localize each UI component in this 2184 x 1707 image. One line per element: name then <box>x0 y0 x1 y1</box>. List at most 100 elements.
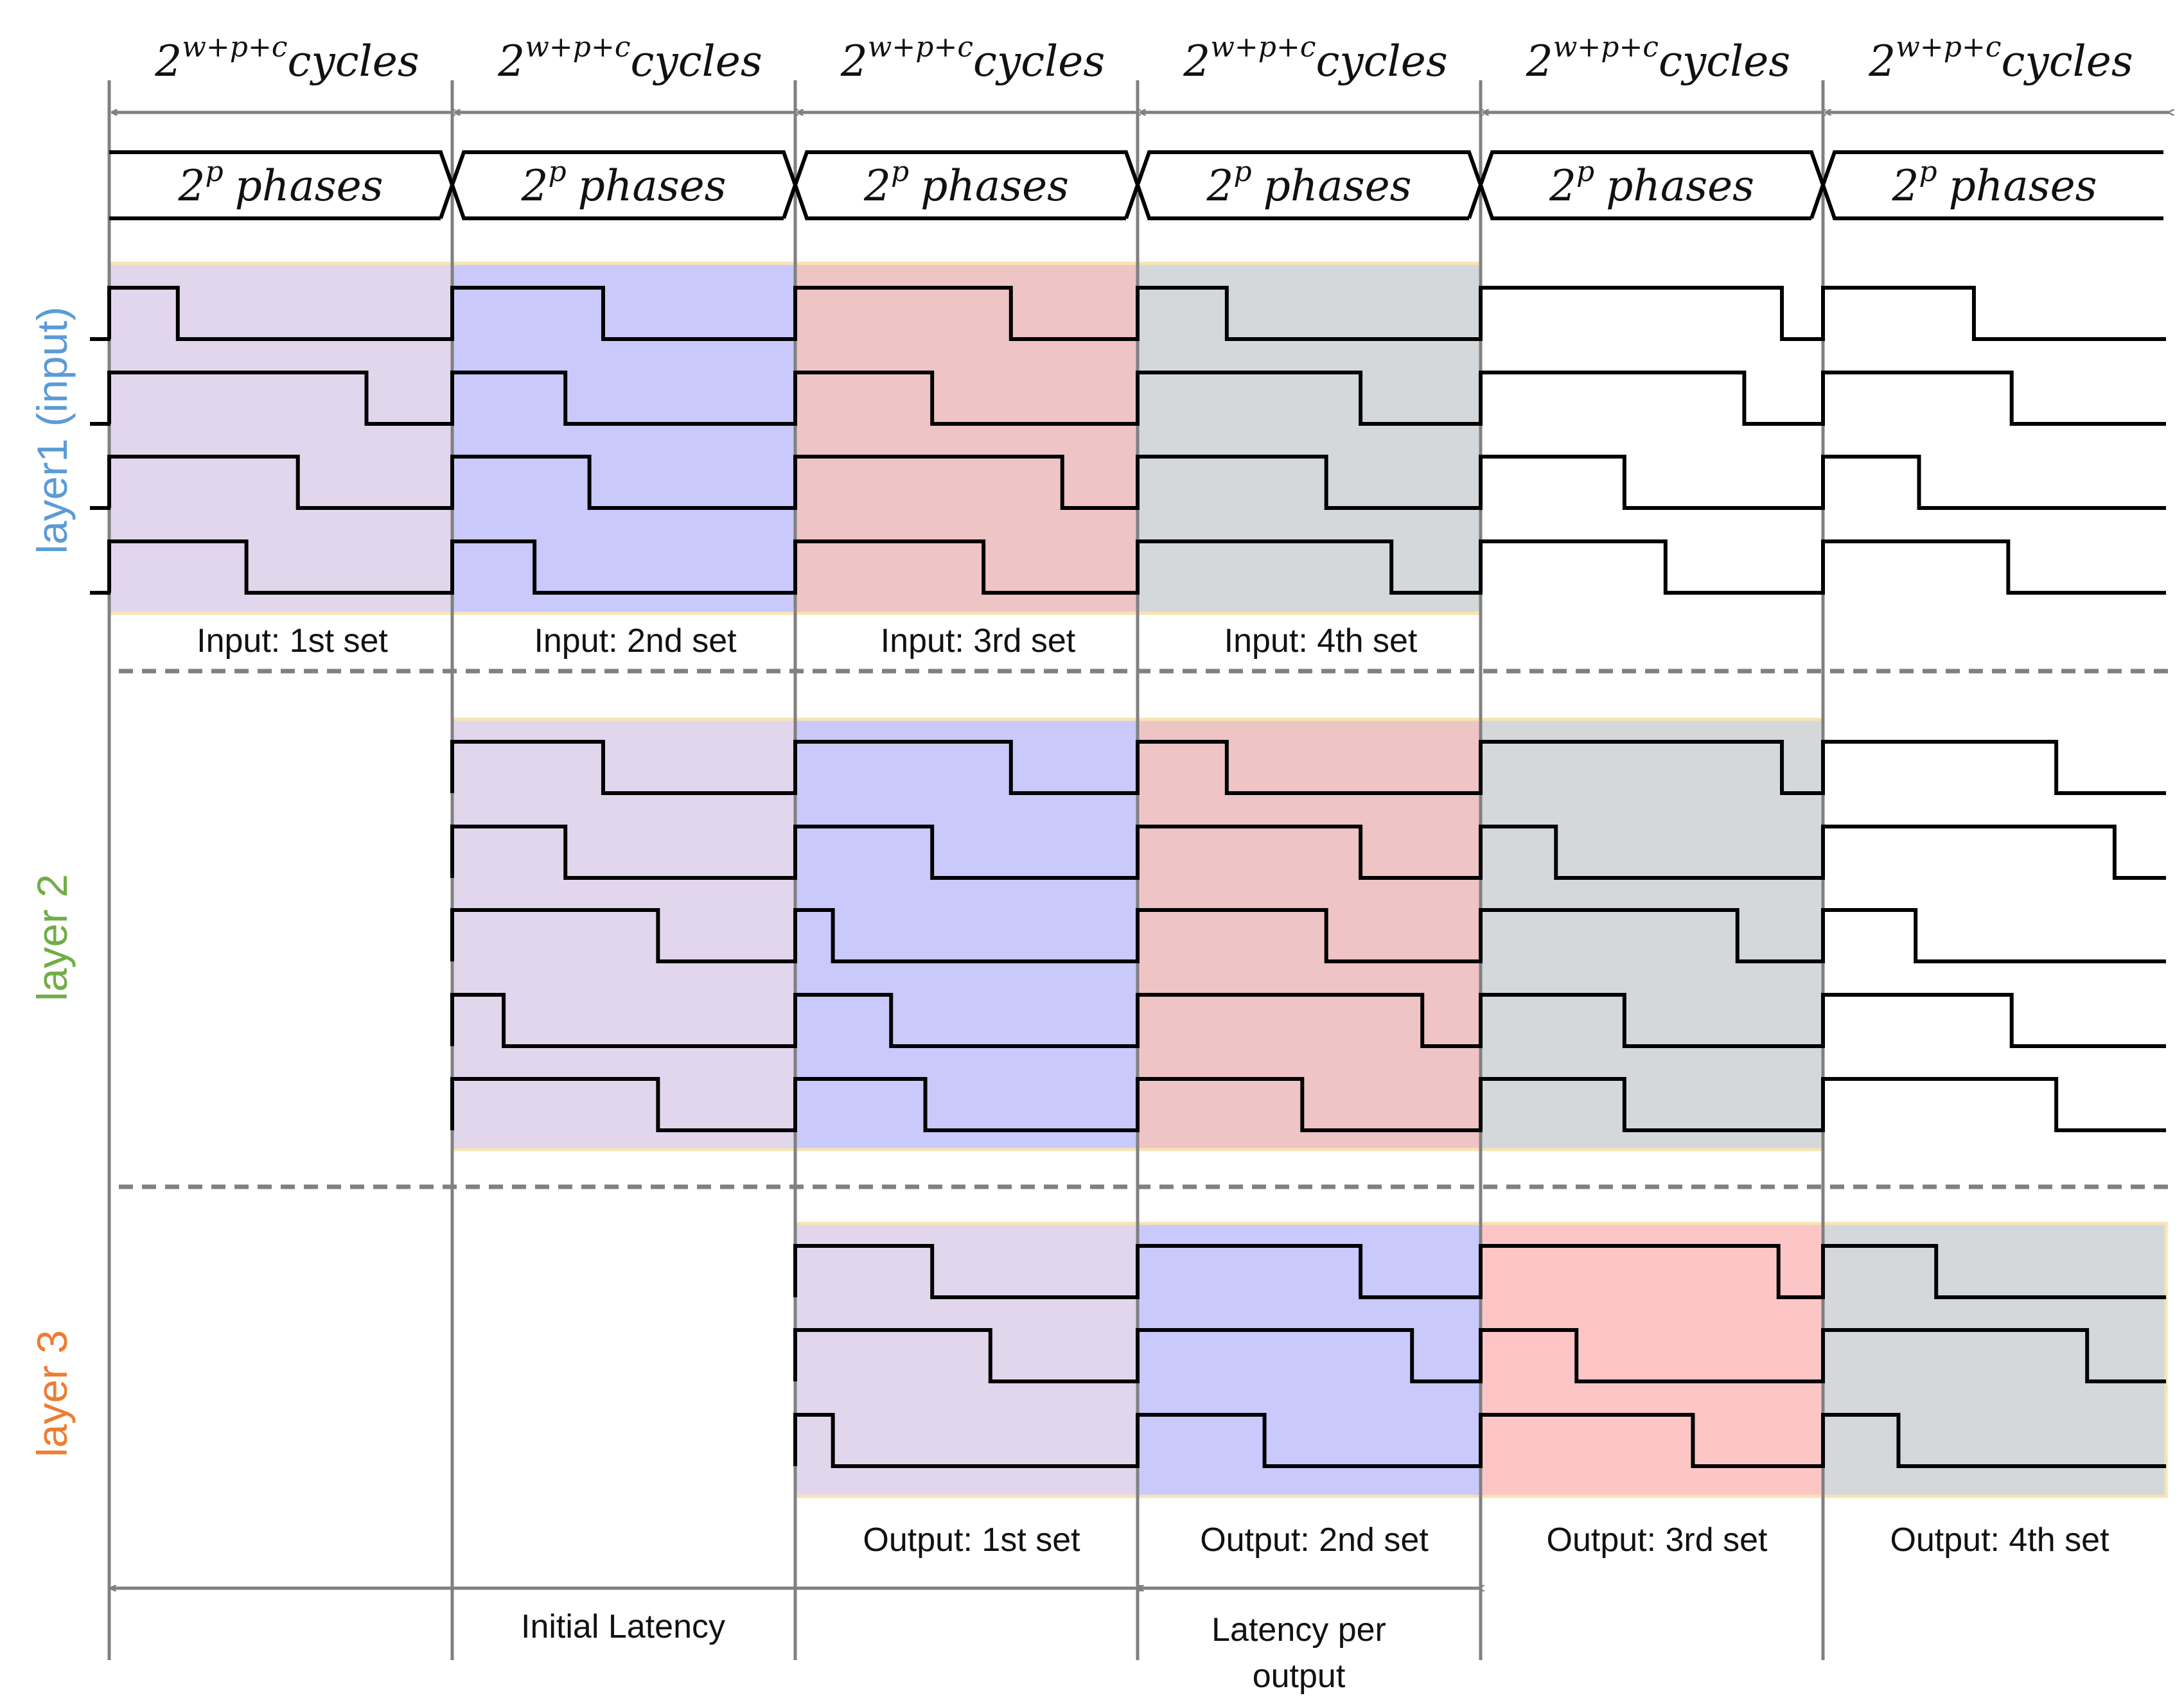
cycle-word: cycles <box>287 37 419 86</box>
phase-label-5: 2p phases <box>1549 155 1754 211</box>
input-set-label-3: Input: 3rd set <box>881 622 1076 660</box>
input-set-label-2: Input: 2nd set <box>534 622 737 660</box>
layer1-fill-col4 <box>1136 261 1483 615</box>
cycle-base: 2 <box>154 37 182 86</box>
layer1-trace-4 <box>107 539 2166 595</box>
cycle-base: 2 <box>1868 37 1896 86</box>
layer1-trace-2 <box>107 371 2166 426</box>
cycle-base: 2 <box>1183 37 1210 86</box>
cycle-base: 2 <box>1526 37 1553 86</box>
phase-exponent: p <box>1233 155 1251 188</box>
layer3-trace-3 <box>793 1413 2166 1468</box>
output-set-labels: Output: 1st set Output: 2nd set Output: 3r… <box>863 1521 2109 1559</box>
layer2-label: layer 2 <box>28 874 76 1001</box>
layer2-trace-1 <box>450 740 2166 795</box>
cycle-label-6: 2w+p+ccycles <box>1868 31 2133 86</box>
cycle-word: cycles <box>630 37 762 86</box>
phase-segment-5 <box>1479 150 1825 220</box>
phase-segment-6 <box>1821 150 2163 220</box>
cycle-label-3: 2w+p+ccycles <box>840 31 1105 86</box>
layer2-trace-2 <box>450 825 2166 880</box>
layer2-trace-5 <box>450 1077 2166 1132</box>
cycle-word: cycles <box>2001 37 2133 86</box>
input-set-label-1: Input: 1st set <box>197 622 388 660</box>
phase-segment-4 <box>1136 150 1483 220</box>
cycle-exponent: w+p+c <box>1896 31 2001 64</box>
layer2-fill-col3 <box>793 717 1140 1151</box>
cycle-span-labels: 2w+p+ccycles 2w+p+ccycles 2w+p+ccycles 2w+p… <box>154 31 2133 86</box>
phase-label-2: 2p phases <box>520 155 726 211</box>
cycle-exponent: w+p+c <box>1210 31 1316 64</box>
cycle-word: cycles <box>1659 37 1790 86</box>
latency-per-output-label-line1: Latency per <box>1211 1611 1386 1649</box>
phase-segment-1 <box>109 150 454 220</box>
cycle-base: 2 <box>840 37 868 86</box>
phase-word: phases <box>920 161 1069 211</box>
phases-band <box>109 150 2163 220</box>
layer1-fill-col1 <box>107 261 454 615</box>
phase-label-6: 2p phases <box>1891 155 2097 211</box>
output-set-label-3: Output: 1st set <box>863 1521 1080 1559</box>
phase-label-3: 2p phases <box>863 155 1069 211</box>
phase-exponent: p <box>1576 155 1594 188</box>
cycle-exponent: w+p+c <box>868 31 973 64</box>
output-set-label-5: Output: 3rd set <box>1547 1521 1768 1559</box>
cycle-exponent: w+p+c <box>525 31 630 64</box>
input-set-label-4: Input: 4th set <box>1224 622 1418 660</box>
cycle-exponent: w+p+c <box>182 31 287 64</box>
layer1-tick-marks <box>90 337 110 595</box>
layer1-trace-1 <box>107 286 2166 341</box>
layer1-label: layer1 (input) <box>28 306 76 554</box>
latency-per-output-label-line2: output <box>1253 1658 1346 1695</box>
cycle-word: cycles <box>973 37 1105 86</box>
cycle-label-4: 2w+p+ccycles <box>1183 31 1447 86</box>
output-set-label-4: Output: 2nd set <box>1200 1521 1429 1559</box>
layer3-trace-2 <box>793 1328 2166 1383</box>
phase-base: 2 <box>1549 161 1576 211</box>
cycle-label-1: 2w+p+ccycles <box>154 31 419 86</box>
phase-base: 2 <box>863 161 891 211</box>
phase-word: phases <box>235 161 383 211</box>
initial-latency-label: Initial Latency <box>521 1608 725 1645</box>
output-set-label-6: Output: 4th set <box>1890 1521 2109 1559</box>
signal-traces <box>107 286 2166 1468</box>
phase-label-4: 2p phases <box>1206 155 1411 211</box>
phases-labels: 2p phases 2p phases 2p phases 2p phases 2p phases… <box>177 155 2097 211</box>
layer2-fill-col4 <box>1136 717 1483 1151</box>
phase-label-1: 2p phases <box>177 155 383 211</box>
layer1-trace-3 <box>107 455 2166 510</box>
layer1-fill-col2 <box>450 261 797 615</box>
phase-fill-regions <box>107 261 2168 1498</box>
phase-exponent: p <box>891 155 909 188</box>
phase-segment-3 <box>793 150 1140 220</box>
cycle-exponent: w+p+c <box>1553 31 1659 64</box>
phase-word: phases <box>578 161 727 211</box>
phase-exponent: p <box>548 155 566 188</box>
phase-base: 2 <box>1891 161 1919 211</box>
layer2-fill-col2 <box>450 717 797 1151</box>
phase-base: 2 <box>520 161 548 211</box>
layer2-fill-col5 <box>1479 717 1825 1151</box>
phase-base: 2 <box>1206 161 1233 211</box>
layer1-fill-col3 <box>793 261 1140 615</box>
phase-word: phases <box>1949 161 2097 211</box>
phase-base: 2 <box>177 161 205 211</box>
cycle-label-2: 2w+p+ccycles <box>497 31 762 86</box>
layer2-trace-4 <box>450 993 2166 1048</box>
phase-word: phases <box>1606 161 1754 211</box>
cycle-label-5: 2w+p+ccycles <box>1526 31 1790 86</box>
layer3-fill-col4 <box>1136 1221 1483 1498</box>
cycle-word: cycles <box>1316 37 1447 86</box>
layer3-fill-col3 <box>793 1221 1140 1498</box>
phase-segment-2 <box>450 150 797 220</box>
phase-exponent: p <box>1919 155 1937 188</box>
layer3-fill-col6 <box>1821 1221 2168 1498</box>
phase-exponent: p <box>205 155 223 188</box>
phase-word: phases <box>1264 161 1412 211</box>
layer3-label: layer 3 <box>28 1330 76 1457</box>
cycle-base: 2 <box>497 37 525 86</box>
layer2-trace-3 <box>450 908 2166 963</box>
layer3-fill-col5 <box>1479 1221 1825 1498</box>
layer3-trace-1 <box>793 1244 2166 1299</box>
